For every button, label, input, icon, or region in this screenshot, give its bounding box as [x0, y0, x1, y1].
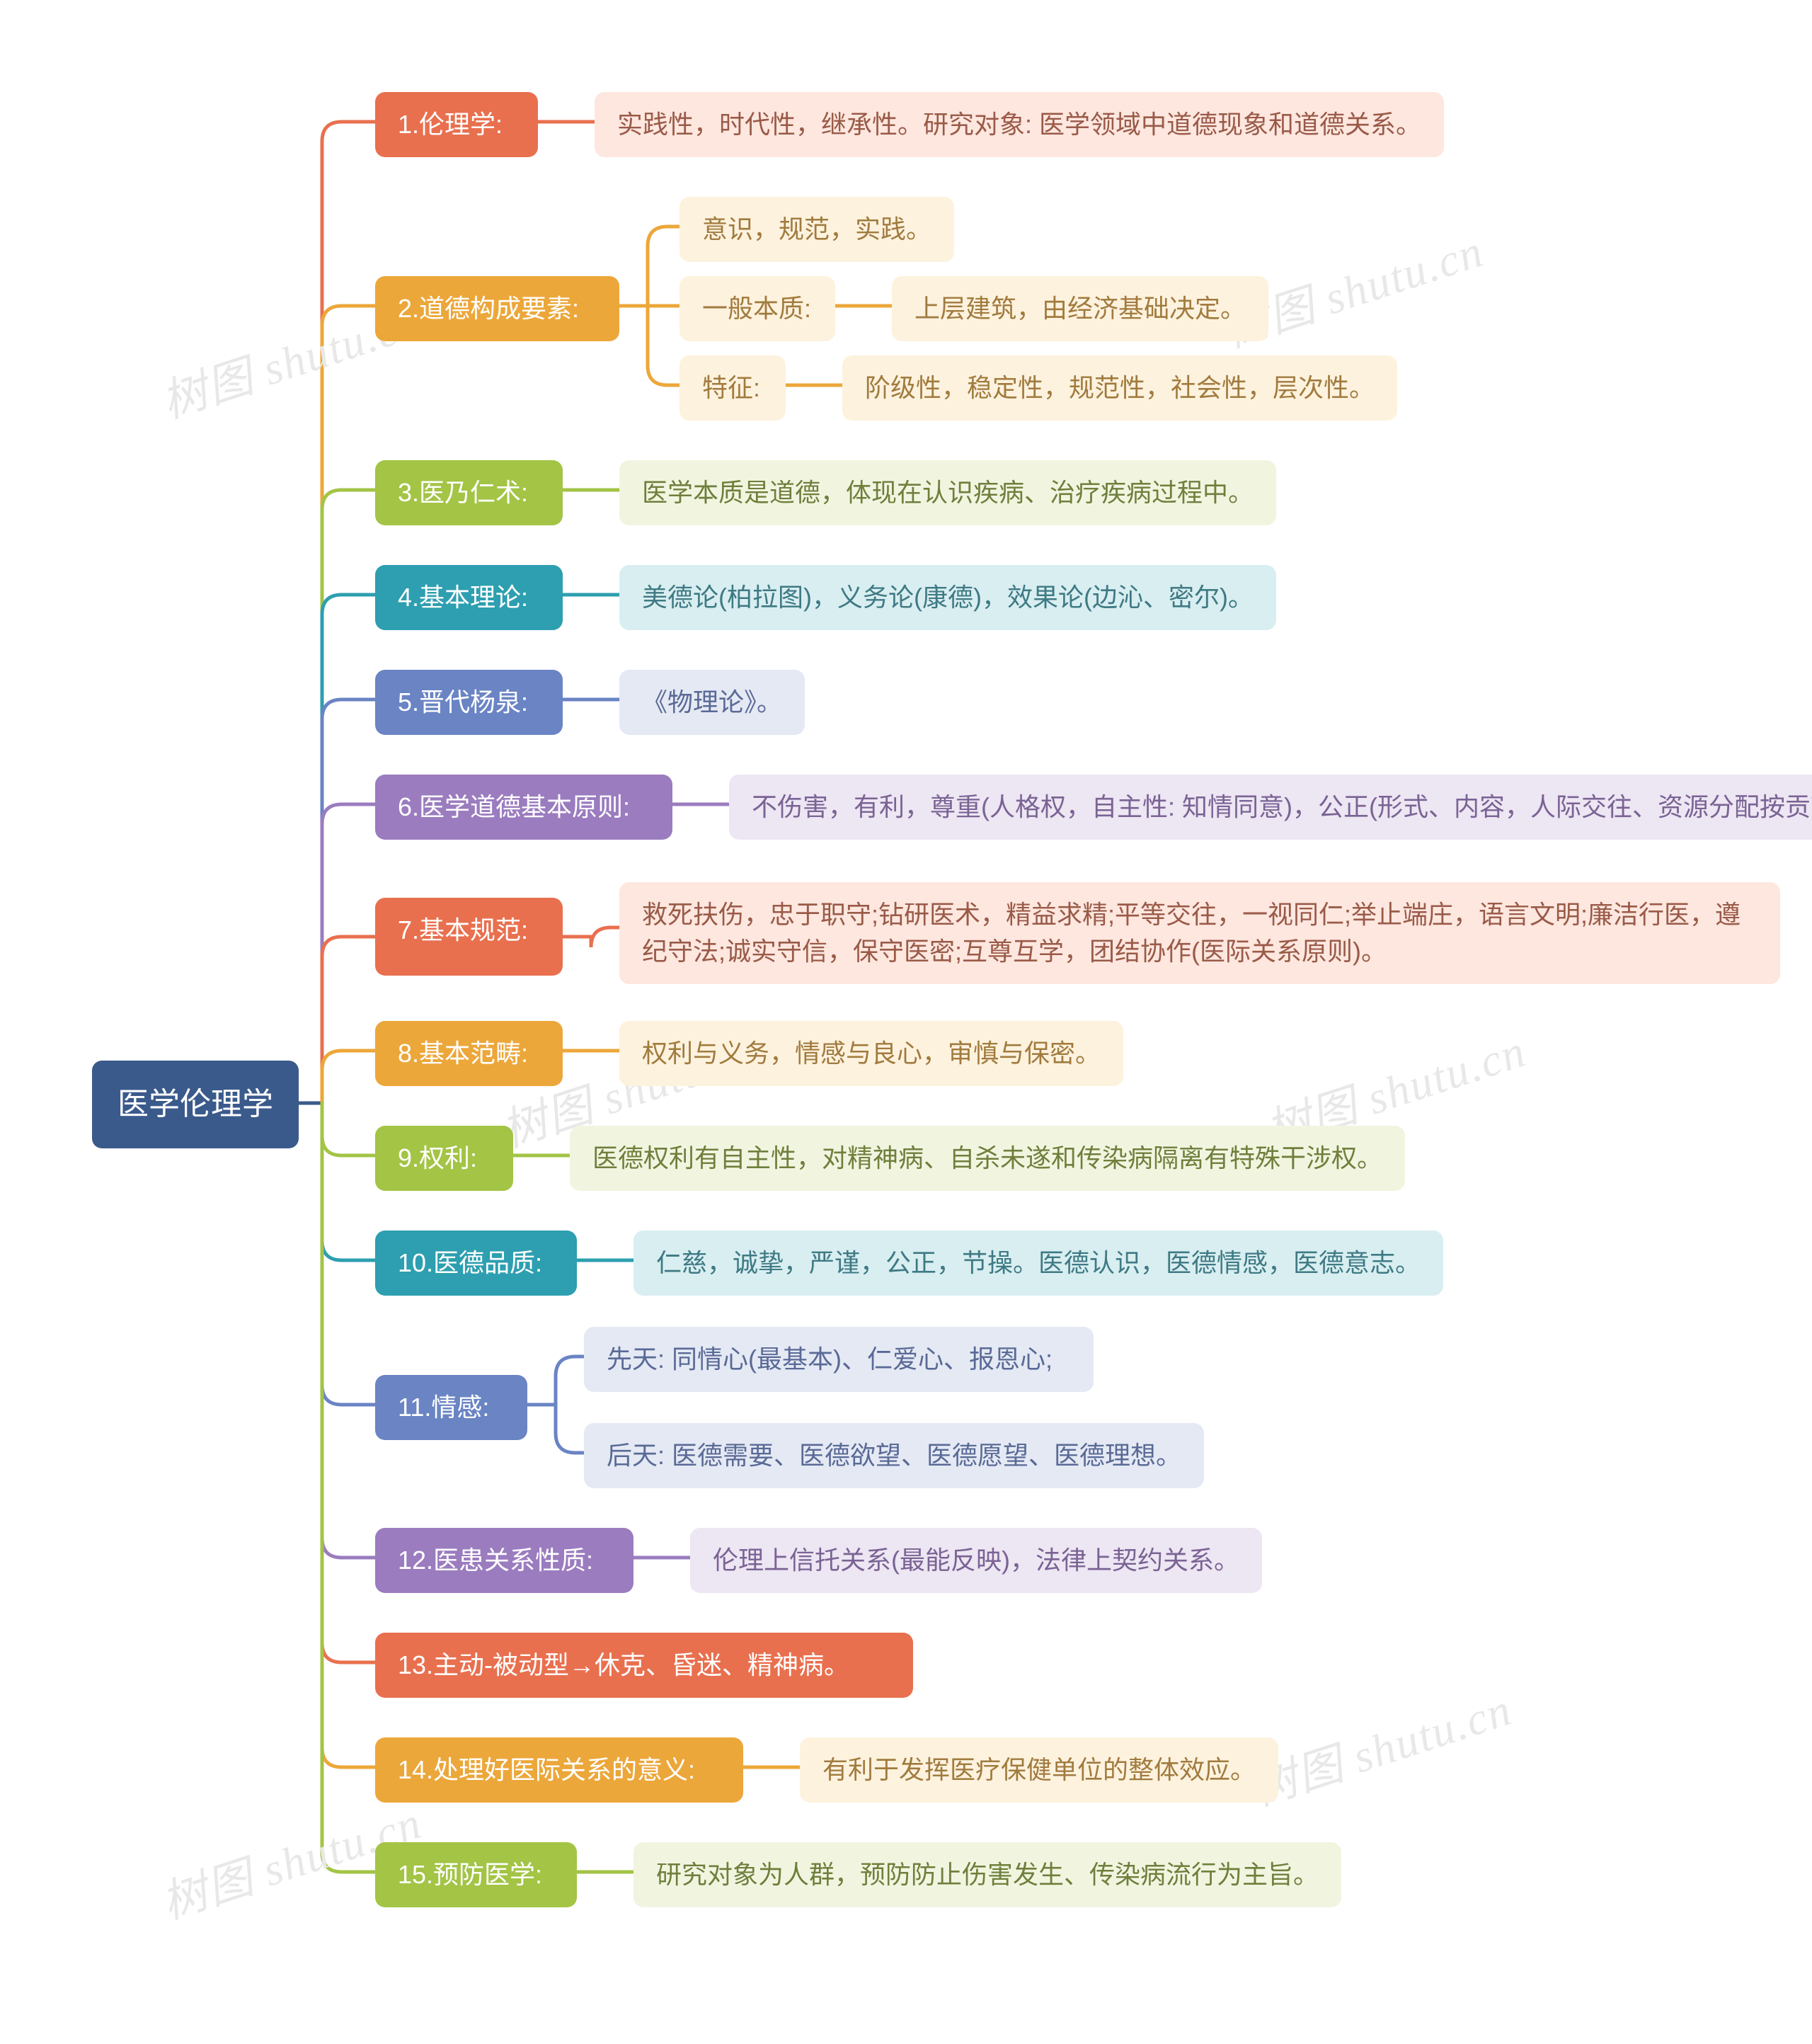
branch-1[interactable]: 1.伦理学: [375, 92, 538, 157]
branch-13[interactable]: 13.主动-被动型→休克、昏迷、精神病。 [375, 1633, 913, 1698]
branch-2-leaf-2-1[interactable]: 上层建筑，由经济基础决定。 [892, 276, 1268, 341]
branch-4-leaf-1[interactable]: 美德论(柏拉图)，义务论(康德)，效果论(边沁、密尔)。 [619, 565, 1276, 630]
branch-6[interactable]: 6.医学道德基本原则: [375, 775, 672, 840]
branch-11-leaf-1[interactable]: 先天: 同情心(最基本)、仁爱心、报恩心; [584, 1327, 1094, 1392]
branch-5-leaf-1[interactable]: 《物理论》。 [619, 670, 805, 735]
branch-15[interactable]: 15.预防医学: [375, 1842, 577, 1907]
branch-8-leaf-1[interactable]: 权利与义务，情感与良心，审慎与保密。 [619, 1021, 1123, 1086]
branch-6-leaf-1[interactable]: 不伤害，有利，尊重(人格权，自主性: 知情同意)，公正(形式、内容，人际交往、资… [729, 775, 1812, 840]
branch-12-leaf-1[interactable]: 伦理上信托关系(最能反映)，法律上契约关系。 [690, 1528, 1262, 1593]
branch-7-leaf-1[interactable]: 救死扶伤，忠于职守;钻研医术，精益求精;平等交往，一视同仁;举止端庄，语言文明;… [619, 882, 1780, 984]
branch-9[interactable]: 9.权利: [375, 1126, 513, 1191]
branch-10-leaf-1[interactable]: 仁慈，诚挚，严谨，公正，节操。医德认识，医德情感，医德意志。 [633, 1231, 1443, 1296]
branch-5[interactable]: 5.晋代杨泉: [375, 670, 563, 735]
branch-2[interactable]: 2.道德构成要素: [375, 276, 619, 341]
branch-10[interactable]: 10.医德品质: [375, 1231, 577, 1296]
branch-1-leaf-1[interactable]: 实践性，时代性，继承性。研究对象: 医学领域中道德现象和道德关系。 [595, 92, 1444, 157]
branch-15-leaf-1[interactable]: 研究对象为人群，预防防止伤害发生、传染病流行为主旨。 [633, 1842, 1341, 1907]
branch-2-leaf-1[interactable]: 意识，规范，实践。 [680, 197, 954, 262]
root-node[interactable]: 医学伦理学 [92, 1061, 299, 1148]
branch-14-leaf-1[interactable]: 有利于发挥医疗保健单位的整体效应。 [800, 1737, 1278, 1803]
branch-2-leaf-3-1[interactable]: 阶级性，稳定性，规范性，社会性，层次性。 [842, 355, 1397, 421]
branch-9-leaf-1[interactable]: 医德权利有自主性，对精神病、自杀未遂和传染病隔离有特殊干涉权。 [570, 1126, 1405, 1191]
branch-3[interactable]: 3.医乃仁术: [375, 460, 563, 525]
branch-2-leaf-3[interactable]: 特征: [680, 355, 786, 421]
branch-11[interactable]: 11.情感: [375, 1375, 527, 1440]
branch-11-leaf-2[interactable]: 后天: 医德需要、医德欲望、医德愿望、医德理想。 [584, 1423, 1204, 1488]
branch-8[interactable]: 8.基本范畴: [375, 1021, 563, 1086]
branch-14[interactable]: 14.处理好医际关系的意义: [375, 1737, 743, 1803]
branch-4[interactable]: 4.基本理论: [375, 565, 563, 630]
branch-2-leaf-2[interactable]: 一般本质: [680, 276, 835, 341]
branch-3-leaf-1[interactable]: 医学本质是道德，体现在认识疾病、治疗疾病过程中。 [619, 460, 1276, 525]
watermark: 树图 shutu.cn [1242, 1673, 1519, 1818]
branch-7[interactable]: 7.基本规范: [375, 898, 563, 976]
branch-12[interactable]: 12.医患关系性质: [375, 1528, 633, 1593]
